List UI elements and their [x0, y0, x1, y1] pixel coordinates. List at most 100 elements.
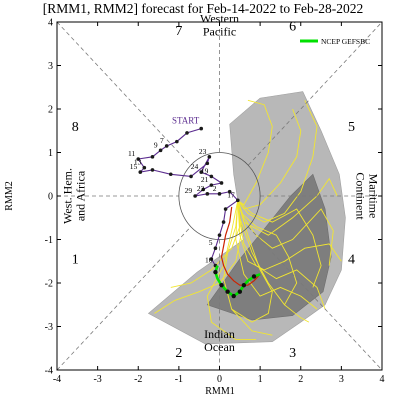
observed-point-25 — [223, 207, 228, 211]
x-tick-label--3: -3 — [93, 374, 101, 385]
observed-day-label-8: 13 — [134, 158, 142, 167]
observed-day-label-5: 9 — [154, 140, 158, 149]
phase-label-5: 5 — [348, 120, 355, 135]
ensemble-member-line-2 — [237, 100, 318, 223]
observed-day-label-7: 11 — [128, 149, 135, 158]
observed-point-3 — [175, 139, 179, 144]
phase-label-1: 1 — [72, 252, 79, 267]
y-tick-label--4: -4 — [45, 366, 53, 377]
observed-point-27 — [217, 233, 222, 237]
phase-label-3: 3 — [289, 346, 296, 361]
legend: NCEP GEFSBC — [300, 37, 370, 46]
region-label-indian-ocean: Indian Ocean — [204, 327, 235, 354]
diagonal-guide-ne — [248, 21, 383, 166]
chart-title: [RMM1, RMM2] forecast for Feb-14-2022 to… — [43, 1, 364, 16]
observed-point-19 — [201, 187, 206, 192]
observed-point-23 — [227, 189, 232, 194]
observed-day-label-4: 7 — [160, 136, 164, 145]
ncep-gefsbc-point-4 — [231, 293, 236, 299]
x-tick-label--1: -1 — [175, 374, 183, 385]
y-axis-label: RMM2 — [4, 181, 15, 210]
phase-label-8: 8 — [72, 120, 79, 135]
ensemble-member-line-8 — [237, 108, 302, 210]
y-tick-label--2: -2 — [45, 279, 53, 290]
ensemble-member-line-5 — [237, 99, 273, 206]
observed-point-24 — [235, 198, 240, 203]
y-tick-label--1: -1 — [45, 235, 53, 246]
x-tick-label-4: 4 — [380, 374, 385, 385]
observed-point-16 — [209, 174, 214, 179]
phase-label-7: 7 — [175, 24, 182, 39]
observed-day-label-16: 19 — [201, 166, 209, 175]
region-label-west-hem-africa-line-2: and Africa — [73, 170, 87, 221]
phase-label-2: 2 — [175, 346, 182, 361]
observed-point-4 — [164, 144, 169, 148]
observed-day-label-28: 5 — [209, 238, 213, 247]
legend-label-ncep-gefsbc: NCEP GEFSBC — [321, 37, 370, 46]
region-label-western-pacific-line-2: Pacific — [203, 25, 236, 39]
observed-point-9 — [138, 170, 143, 174]
observed-day-label-21: 22 — [197, 184, 205, 193]
phase-label-6: 6 — [289, 20, 296, 35]
observed-point-29 — [209, 257, 214, 261]
observed-point-26 — [221, 220, 226, 224]
x-axis-label: RMM1 — [205, 386, 234, 397]
observed-day-label-18: 21 — [201, 175, 209, 184]
ensemble-member-line-16 — [237, 199, 322, 288]
observed-point-2 — [185, 131, 189, 135]
x-tick-label-3: 3 — [339, 374, 344, 385]
y-tick-label-1: 1 — [48, 148, 53, 159]
start-label: START — [172, 116, 200, 126]
ensemble-member-line-13 — [235, 200, 318, 310]
ensemble-member-line-1 — [237, 200, 334, 266]
y-tick-label-4: 4 — [48, 18, 53, 29]
observed-point-20 — [193, 194, 197, 198]
observed-point-28 — [213, 246, 218, 250]
y-tick-label-2: 2 — [48, 105, 53, 116]
ncep-gefsbc-point-1 — [213, 269, 218, 275]
x-tick-label--4: -4 — [53, 374, 61, 385]
observed-point-5 — [158, 148, 163, 153]
ncep-gefsbc-point-2 — [219, 282, 224, 288]
ensemble-member-line-14 — [237, 200, 298, 306]
phase-label-4: 4 — [348, 252, 355, 267]
y-tick-label-0: 0 — [48, 192, 53, 203]
ensemble-member-line-12 — [237, 177, 338, 236]
observed-day-label-22: 2 — [213, 184, 217, 193]
ensemble-member-line-9 — [237, 200, 342, 271]
observed-point-21 — [205, 192, 210, 196]
observed-point-10 — [150, 168, 155, 172]
observed-day-label-30: 10 — [205, 256, 213, 265]
y-tick-label-3: 3 — [48, 61, 53, 72]
region-label-west-hem-africa: West. Hem.and Africa — [60, 168, 87, 224]
diagonal-guide-sw — [56, 226, 191, 371]
region-label-maritime-continent: MaritimeContinent — [354, 172, 381, 220]
ensemble-member-line-10 — [206, 200, 257, 341]
x-tick-label-2: 2 — [298, 374, 303, 385]
diagonal-guide-nw — [56, 21, 191, 166]
observed-point-22 — [217, 192, 222, 196]
x-tick-label-0: 0 — [217, 374, 222, 385]
observed-point-14 — [207, 155, 212, 159]
observed-day-label-24: 17 — [227, 190, 235, 199]
ncep-gefsbc-point-5 — [237, 289, 243, 294]
region-label-indian-ocean-line-1: Indian — [204, 327, 235, 341]
observed-point-18 — [209, 183, 214, 187]
x-tick-label-1: 1 — [258, 374, 263, 385]
ensemble-member-line-11 — [231, 200, 273, 323]
observed-point-17 — [219, 181, 224, 185]
ensemble-member-line-7 — [237, 200, 310, 323]
ncep-gefsbc-point-3 — [225, 289, 230, 294]
region-label-indian-ocean-line-2: Ocean — [204, 340, 235, 354]
unit-circle — [178, 152, 261, 240]
observed-point-12 — [189, 174, 193, 179]
observed-point-6 — [150, 155, 155, 159]
y-tick-label--3: -3 — [45, 322, 53, 333]
observed-day-label-20: 29 — [185, 186, 193, 195]
observed-point-11 — [168, 172, 173, 177]
ncep-gefsbc-point-6 — [241, 282, 247, 288]
ensemble-mean-line — [220, 206, 261, 286]
x-tick-label--2: -2 — [134, 374, 142, 385]
